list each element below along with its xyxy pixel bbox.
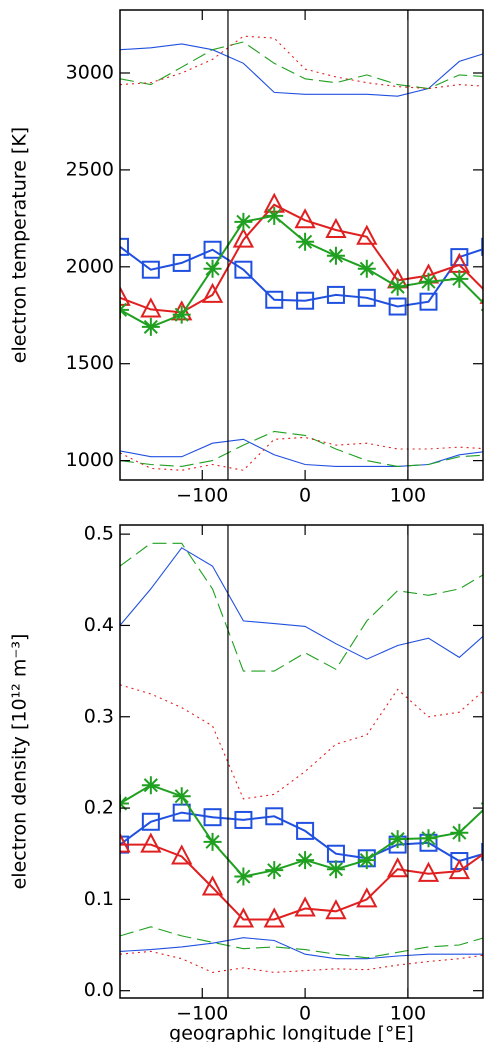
asterisk-marker xyxy=(296,851,315,870)
square-marker xyxy=(141,260,160,279)
triangle-marker xyxy=(120,285,131,306)
y-tick-label: 1500 xyxy=(66,352,114,374)
square-marker xyxy=(203,808,222,827)
x-tick-label: −100 xyxy=(176,1003,228,1025)
asterisk-marker xyxy=(326,860,345,879)
plot-area xyxy=(120,35,483,471)
y-axis-label: electron temperature [K] xyxy=(9,127,31,363)
square-marker xyxy=(141,812,160,831)
x-tick-label: 0 xyxy=(299,1003,311,1025)
series-line xyxy=(120,937,483,960)
plot-frame xyxy=(119,9,484,481)
y-tick-label: 0.3 xyxy=(84,705,114,727)
asterisk-marker xyxy=(357,851,376,870)
plot-area xyxy=(120,542,483,973)
asterisk-marker xyxy=(388,277,407,296)
triangle-marker xyxy=(294,896,316,917)
triangle-marker xyxy=(325,899,347,920)
asterisk-marker xyxy=(419,272,438,291)
series-line xyxy=(120,245,483,308)
asterisk-marker xyxy=(326,246,345,265)
square-marker xyxy=(388,297,407,316)
asterisk-marker xyxy=(141,776,160,795)
triangle-marker xyxy=(356,887,378,908)
square-marker xyxy=(296,291,315,310)
square-marker xyxy=(265,807,284,826)
asterisk-marker xyxy=(419,829,438,848)
triangle-marker xyxy=(417,861,440,882)
triangle-marker xyxy=(140,832,162,853)
asterisk-marker xyxy=(388,830,407,849)
square-marker xyxy=(481,237,483,256)
y-tick-label: 0.2 xyxy=(84,797,114,819)
triangle-marker xyxy=(386,857,409,878)
series-line xyxy=(120,843,483,921)
x-axis-label: geographic longitude [°E] xyxy=(169,1023,414,1042)
triangle-marker xyxy=(325,217,347,238)
square-marker xyxy=(265,290,284,309)
square-marker xyxy=(120,237,129,256)
series-line xyxy=(120,438,483,467)
square-marker xyxy=(234,260,253,279)
square-marker xyxy=(481,842,483,861)
asterisk-marker xyxy=(234,212,253,231)
triangle-marker xyxy=(232,907,255,928)
y-tick-label: 0.4 xyxy=(84,614,114,636)
triangle-marker xyxy=(201,282,224,303)
triangle-marker xyxy=(120,832,131,853)
series-line xyxy=(120,35,483,90)
asterisk-marker xyxy=(172,787,191,806)
series-line xyxy=(120,684,483,800)
y-axis-label: electron density [10¹² m⁻³] xyxy=(9,634,31,890)
series-line xyxy=(120,41,483,90)
asterisk-marker xyxy=(265,206,284,225)
x-tick-label: −100 xyxy=(176,485,228,507)
asterisk-marker xyxy=(296,232,315,251)
triangle-marker xyxy=(232,227,255,248)
x-tick-label: 100 xyxy=(390,485,426,507)
y-tick-label: 3000 xyxy=(66,61,114,83)
square-marker xyxy=(450,852,469,871)
y-tick-label: 0.1 xyxy=(84,888,114,910)
plot-frame xyxy=(119,524,484,999)
triangle-marker xyxy=(294,208,316,229)
series-line xyxy=(120,430,483,467)
triangle-marker xyxy=(140,297,162,318)
asterisk-marker xyxy=(141,317,160,336)
asterisk-marker xyxy=(357,259,376,278)
asterisk-marker xyxy=(450,269,469,288)
y-tick-label: 0.5 xyxy=(84,523,114,545)
triangle-marker xyxy=(201,875,224,896)
triangle-marker xyxy=(263,907,285,928)
square-marker xyxy=(234,810,253,829)
asterisk-marker xyxy=(203,832,222,851)
y-tick-label: 2500 xyxy=(66,158,114,180)
series-line xyxy=(120,542,483,672)
square-marker xyxy=(357,288,376,307)
square-marker xyxy=(419,292,438,311)
asterisk-marker xyxy=(265,861,284,880)
triangle-marker xyxy=(171,844,193,865)
x-tick-label: 0 xyxy=(299,485,311,507)
series-line xyxy=(120,547,483,660)
square-marker xyxy=(296,821,315,840)
triangle-marker xyxy=(356,224,378,245)
series-line xyxy=(120,926,483,959)
y-tick-label: 0.0 xyxy=(84,979,114,1001)
asterisk-marker xyxy=(203,259,222,278)
asterisk-marker xyxy=(450,823,469,842)
triangle-marker xyxy=(448,858,471,880)
square-marker xyxy=(172,253,191,272)
square-marker xyxy=(203,240,222,259)
series-line xyxy=(120,950,483,973)
series-line xyxy=(120,436,483,471)
y-tick-label: 1000 xyxy=(66,449,114,471)
asterisk-marker xyxy=(172,305,191,324)
asterisk-marker xyxy=(234,867,253,886)
y-tick-label: 2000 xyxy=(66,255,114,277)
square-marker xyxy=(326,285,345,304)
x-tick-label: 100 xyxy=(390,1003,426,1025)
